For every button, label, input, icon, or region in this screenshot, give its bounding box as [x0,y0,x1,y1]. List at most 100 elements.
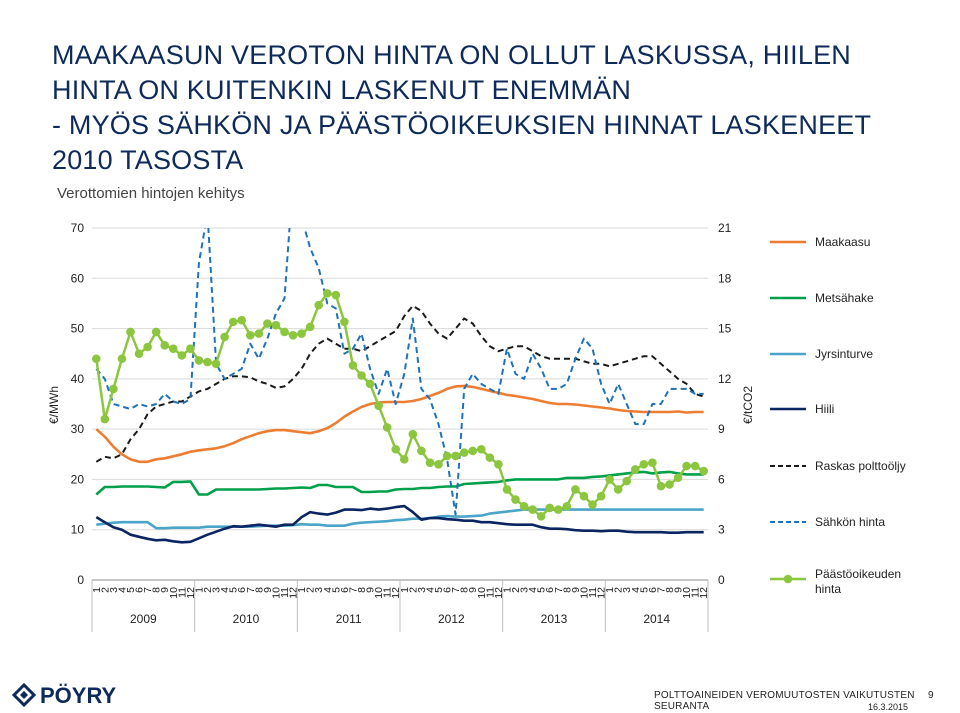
series-point [605,475,614,484]
series-point [91,354,101,364]
series-point [134,349,144,359]
legend-label: Hiili [815,402,834,416]
x-year-label: 2011 [336,612,362,626]
series-point [673,473,683,483]
x-month-tick-label: 11 [484,587,496,598]
x-month-tick-label: 6 [134,587,146,593]
x-month-tick-label: 11 [176,587,188,598]
x-month-tick-label: 11 [279,587,291,598]
series-point [476,444,486,454]
series-point [442,451,452,461]
series-point [237,315,247,325]
series-point [639,460,649,469]
x-month-tick-label: 12 [185,587,197,599]
x-month-tick-label: 9 [673,587,685,593]
series-line [95,504,704,544]
x-year-label: 2010 [233,612,260,626]
series-point [622,476,632,486]
x-month-tick-label: 2 [202,587,214,593]
legend-label: hinta [815,582,841,596]
series-point [425,458,435,467]
x-month-tick-label: 8 [664,587,676,593]
series-point [579,491,589,501]
x-month-tick-label: 4 [527,587,539,593]
y-left-tick-label: 40 [71,372,85,386]
x-month-tick-label: 4 [116,587,128,593]
x-month-tick-label: 1 [193,587,205,593]
x-month-tick-label: 8 [253,587,265,593]
y-right-axis-title: €/tCO2 [741,386,755,424]
series-point [485,453,495,462]
x-month-tick-label: 9 [159,587,171,593]
x-month-tick-label: 12 [698,587,710,599]
series-point [562,501,572,511]
x-month-tick-label: 6 [442,587,454,593]
y-right-tick-label: 12 [718,372,732,386]
x-month-tick-label: 6 [544,587,556,593]
x-month-tick-label: 3 [313,587,325,593]
series-point [699,466,709,476]
series-point [596,491,606,501]
series-point [220,332,229,342]
x-month-tick-label: 4 [322,587,334,593]
x-month-tick-label: 3 [108,587,120,593]
series-point [494,460,503,469]
poyry-logo: PÖYRY [11,682,142,713]
series-point [459,448,469,457]
title-line-1: MAAKAASUN VEROTON HINTA ON OLLUT LASKUSS… [52,40,852,70]
series-point [271,320,281,330]
y-left-axis-title: €/MWh [47,386,61,424]
x-month-tick-label: 12 [596,587,608,599]
x-month-tick-label: 4 [630,587,642,593]
x-month-tick-label: 2 [613,587,625,593]
series-point [211,359,221,369]
series-point [245,330,255,340]
x-month-tick-label: 8 [459,587,471,593]
series-point [613,485,623,494]
x-month-tick-label: 9 [365,587,377,593]
x-month-tick-label: 9 [570,587,582,593]
y-left-tick-label: 70 [71,221,85,235]
series-point [322,289,332,298]
y-right-tick-label: 9 [718,422,725,436]
y-left-tick-label: 50 [71,322,85,336]
x-year-label: 2009 [130,612,157,626]
series-point [100,414,110,424]
y-left-tick-label: 0 [77,573,84,587]
series-point [280,327,289,337]
logo-mark-icon [11,682,37,708]
series-line [96,508,704,530]
x-month-tick-label: 5 [330,587,342,593]
legend-marker [783,574,793,584]
slide-title: MAAKAASUN VEROTON HINTA ON OLLUT LASKUSS… [52,38,932,178]
x-month-tick-label: 8 [356,587,368,593]
y-right-tick-label: 21 [718,221,732,235]
x-month-tick-label: 7 [450,587,462,593]
series-point [126,327,135,337]
series-point [177,351,187,360]
series-line [95,228,704,516]
series-point [203,357,212,367]
x-month-tick-label: 7 [347,587,359,593]
x-year-label: 2012 [438,612,465,626]
legend-label: Päästöoikeuden [815,567,901,581]
legend-label: Maakaasu [815,235,870,249]
x-month-tick-label: 5 [433,587,445,593]
x-month-tick-label: 11 [690,587,702,598]
series-point [357,371,366,380]
x-month-tick-label: 1 [296,587,308,593]
series-point [588,500,597,509]
x-month-tick-label: 6 [236,587,248,593]
series-point [168,344,178,353]
x-month-tick-label: 11 [587,587,599,598]
legend-label: Jyrsinturve [815,347,873,361]
x-month-tick-label: 7 [553,587,565,593]
series-point [502,485,512,494]
x-month-tick-label: 5 [536,587,548,593]
series-point [263,319,272,328]
x-month-tick-label: 2 [510,587,522,593]
series-point [143,342,152,352]
x-month-tick-label: 12 [390,587,402,599]
series-point [408,429,418,439]
series-point [117,354,127,364]
